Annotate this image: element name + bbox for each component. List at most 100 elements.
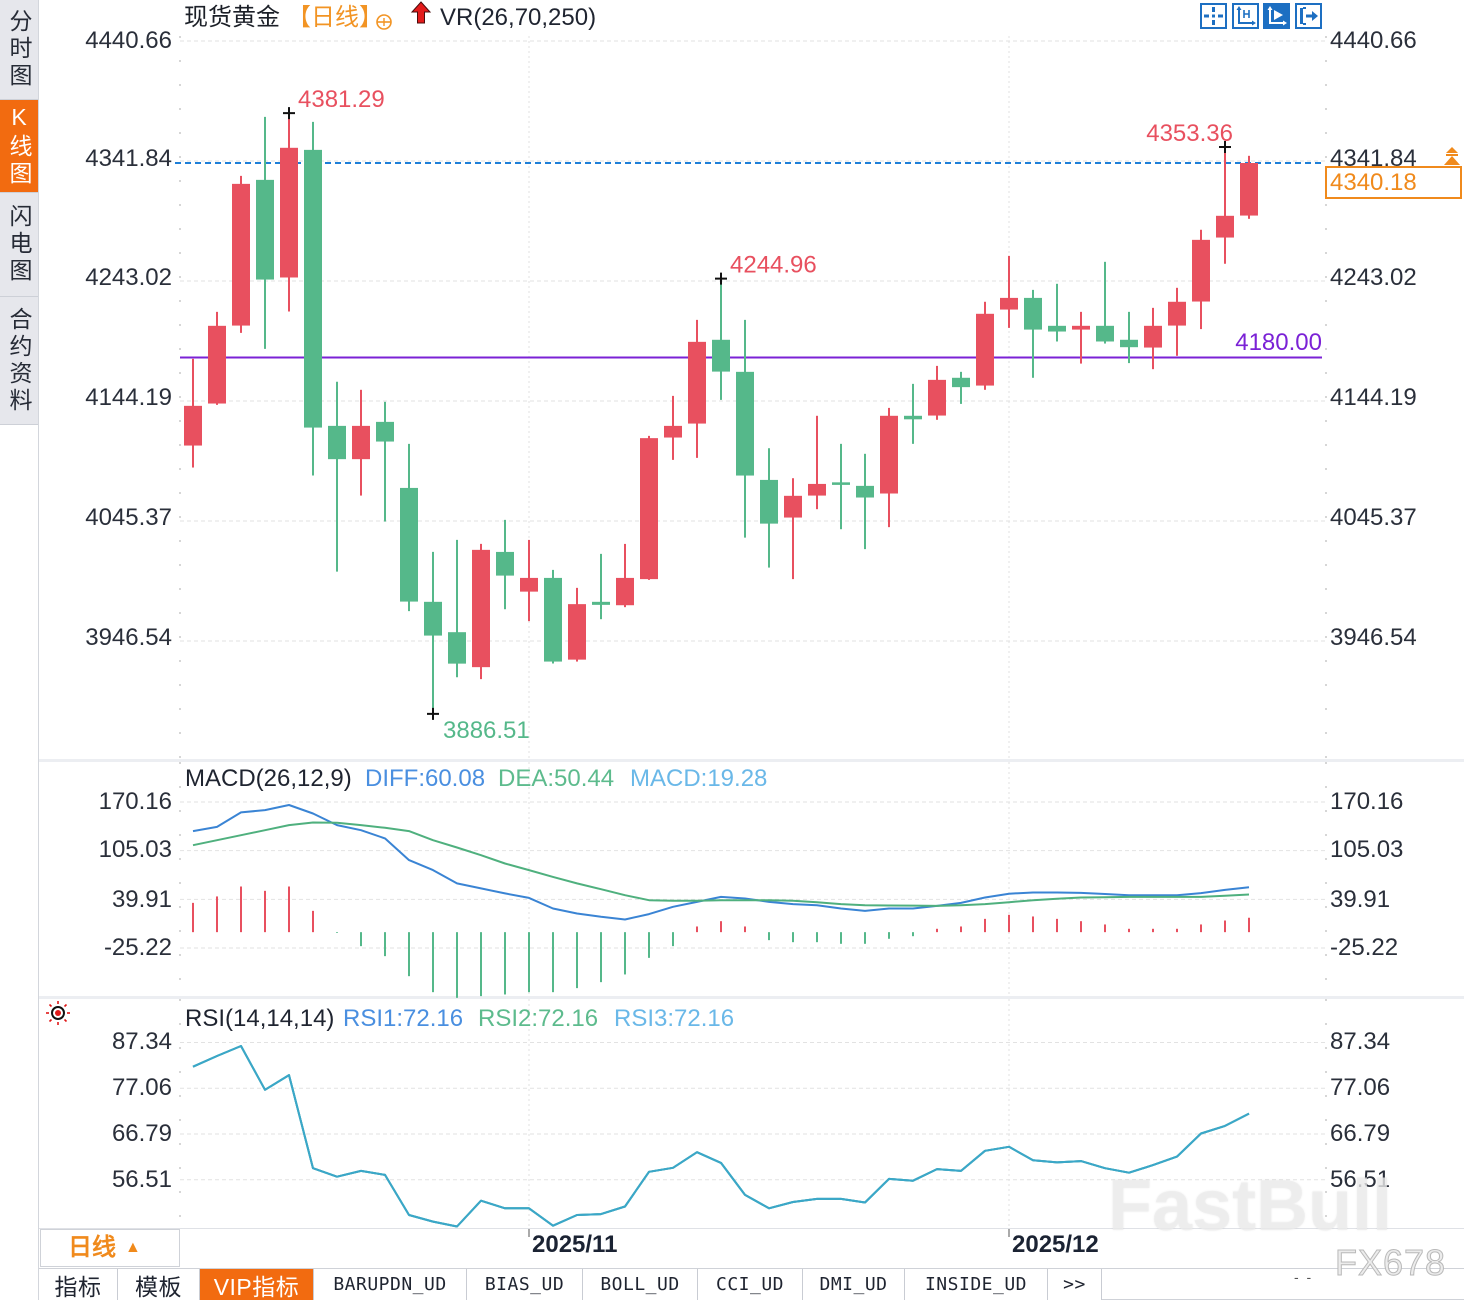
candle-down bbox=[400, 487, 418, 602]
tab-cci-ud[interactable]: CCI_UD bbox=[698, 1269, 803, 1300]
indicator-label[interactable]: VR(26,70,250) bbox=[440, 4, 597, 31]
extreme-marker-icon bbox=[427, 707, 439, 720]
macd-axis-label-left: 170.16 bbox=[98, 788, 172, 815]
candle-down bbox=[1096, 325, 1114, 342]
rsi1-legend: RSI1:72.16 bbox=[343, 1005, 464, 1032]
sidebar-tab-time-sharing[interactable]: 分时图 bbox=[0, 0, 38, 100]
candle-up bbox=[808, 483, 826, 496]
rsi-title: RSI(14,14,14) bbox=[185, 1005, 335, 1032]
price-axis-label-left: 3946.54 bbox=[85, 624, 172, 651]
candle-up bbox=[1144, 325, 1162, 348]
sidebar-tab-contract-info[interactable]: 合约资料 bbox=[0, 297, 38, 425]
tab-label: INSIDE_UD bbox=[924, 1274, 1028, 1295]
macd-diff-legend: DIFF:60.08 bbox=[365, 765, 486, 792]
status-placeholder: - - bbox=[1294, 1269, 1314, 1285]
candle-down bbox=[952, 377, 970, 388]
candle-down bbox=[1048, 325, 1066, 332]
sidebar-tab-kline[interactable]: K线图 bbox=[0, 100, 38, 193]
crosshair-button[interactable] bbox=[1200, 3, 1227, 29]
axis-play-button[interactable] bbox=[1263, 3, 1290, 29]
rsi-axis-label-left: 87.34 bbox=[111, 1028, 172, 1055]
candle-up bbox=[1168, 301, 1186, 326]
indicator-settings-sun-icon[interactable] bbox=[45, 1000, 71, 1026]
candle-down bbox=[544, 577, 562, 662]
caret-up-icon: ▲ bbox=[125, 1239, 141, 1256]
sidebar-tab-lightning[interactable]: 闪电图 bbox=[0, 193, 38, 297]
tab-dmi-ud[interactable]: DMI_UD bbox=[803, 1269, 905, 1300]
macd-axis-label-right: 39.91 bbox=[1330, 886, 1391, 913]
tab-boll-ud[interactable]: BOLL_UD bbox=[583, 1269, 698, 1300]
macd-series bbox=[192, 804, 1250, 998]
indicator-tab-bar: 指标 模板 VIP指标 BARUPDN_UD BIAS_UD BOLL_UD C… bbox=[39, 1268, 1464, 1300]
double-chevron-up-icon[interactable] bbox=[1443, 147, 1461, 166]
high-price-label: 4244.96 bbox=[730, 252, 817, 279]
macd-value-legend: MACD:19.28 bbox=[630, 765, 768, 792]
last-price-badge: 4340.18 bbox=[1325, 166, 1462, 199]
price-axis-label-left: 4045.37 bbox=[85, 504, 172, 531]
macd-axis-label-left: -25.22 bbox=[103, 934, 172, 961]
price-axis-label-right: 4144.19 bbox=[1330, 384, 1417, 411]
tab-label: DMI_UD bbox=[819, 1274, 888, 1295]
high-price-label: 4353.36 bbox=[1146, 120, 1233, 147]
tab-label: 模板 bbox=[135, 1273, 182, 1300]
panel-separator bbox=[39, 996, 1464, 999]
last-price-value: 4340.18 bbox=[1330, 169, 1417, 196]
candle-down bbox=[592, 601, 610, 605]
price-axis-label-left: 4243.02 bbox=[85, 264, 172, 291]
axis-scale-button[interactable] bbox=[1231, 3, 1259, 29]
candle-down bbox=[448, 632, 466, 664]
tab-barupdn-ud[interactable]: BARUPDN_UD bbox=[314, 1269, 467, 1300]
macd-axis-label-left: 39.91 bbox=[111, 886, 172, 913]
candle-up bbox=[208, 325, 226, 404]
price-axis-label-right: 4045.37 bbox=[1330, 504, 1417, 531]
price-axis-label-right: 4440.66 bbox=[1330, 27, 1417, 54]
extreme-marker-icon bbox=[1219, 141, 1231, 154]
tab-label: BIAS_UD bbox=[484, 1274, 565, 1295]
candle-up bbox=[520, 577, 538, 592]
candle-up bbox=[1192, 239, 1210, 302]
tab-templates[interactable]: 模板 bbox=[118, 1269, 200, 1300]
crosshair-icon bbox=[1204, 7, 1223, 25]
rsi3-legend: RSI3:72.16 bbox=[614, 1005, 735, 1032]
candle-up bbox=[1240, 163, 1258, 216]
extreme-marker-icon bbox=[283, 107, 295, 120]
rsi-axis-label-right: 56.51 bbox=[1330, 1166, 1391, 1193]
sidebar-tab-label: 闪电图 bbox=[6, 204, 32, 285]
macd-axis-label-right: 105.03 bbox=[1330, 836, 1404, 863]
candle-down bbox=[424, 601, 442, 636]
period-tag[interactable]: 【日线】 bbox=[287, 4, 383, 31]
candle-up bbox=[640, 438, 658, 580]
tab-inside-ud[interactable]: INSIDE_UD bbox=[905, 1269, 1048, 1300]
candle-down bbox=[256, 179, 274, 280]
candle-up bbox=[1000, 297, 1018, 310]
sidebar-tab-label: 合约资料 bbox=[6, 306, 32, 415]
tab-indicators[interactable]: 指标 bbox=[39, 1269, 118, 1300]
diff-line bbox=[192, 804, 1250, 921]
dea-line bbox=[192, 821, 1250, 907]
circle-plus-icon[interactable] bbox=[375, 13, 393, 31]
tab-label: VIP指标 bbox=[213, 1273, 300, 1300]
candle-down bbox=[736, 371, 754, 476]
tab-bias-ud[interactable]: BIAS_UD bbox=[467, 1269, 583, 1300]
candle-down bbox=[760, 479, 778, 524]
candle-down bbox=[712, 339, 730, 372]
price-level-label: 4180.00 bbox=[1235, 329, 1322, 356]
period-selector-label: 日线 bbox=[68, 1234, 116, 1261]
tab-vip-indicators[interactable]: VIP指标 bbox=[200, 1269, 314, 1300]
red-up-arrow-icon[interactable] bbox=[410, 1, 432, 25]
macd-axis-label-right: 170.16 bbox=[1330, 788, 1404, 815]
chart-toolbar bbox=[1200, 3, 1322, 29]
price-axis-label-left: 4144.19 bbox=[85, 384, 172, 411]
candle-down bbox=[832, 482, 850, 485]
x-axis-label: 2025/11 bbox=[532, 1231, 618, 1258]
tab-bar-filler: - - bbox=[1102, 1269, 1464, 1300]
jump-to-latest-button[interactable] bbox=[1294, 3, 1322, 29]
price-axis-label-left: 4440.66 bbox=[85, 27, 172, 54]
tab-label: >> bbox=[1063, 1274, 1086, 1295]
rsi-axis-label-left: 77.06 bbox=[111, 1074, 172, 1101]
tab-more-button[interactable]: >> bbox=[1048, 1269, 1102, 1300]
period-selector[interactable]: 日线 ▲ bbox=[40, 1229, 180, 1267]
candle-up bbox=[184, 405, 202, 446]
tab-label: 指标 bbox=[54, 1273, 102, 1300]
